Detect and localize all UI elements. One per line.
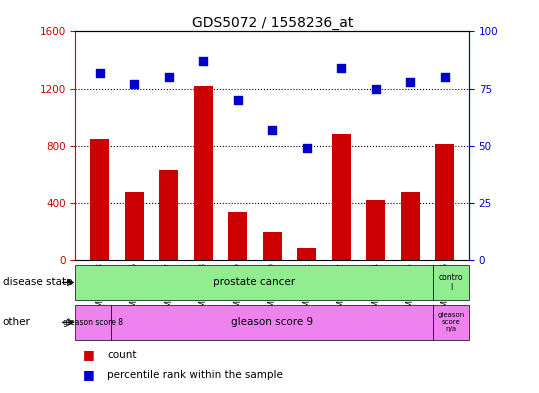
Point [371,86,380,92]
Bar [194,86,213,261]
Bar [401,192,420,261]
Bar [111,305,433,340]
Bar [433,305,469,340]
Bar [75,305,111,340]
Bar [159,170,178,261]
Text: gleason
score
n/a: gleason score n/a [438,312,465,332]
Bar [331,134,351,261]
Text: other: other [3,318,31,327]
Bar [433,264,469,300]
Text: ■: ■ [84,369,95,382]
Text: percentile rank within the sample: percentile rank within the sample [107,370,283,380]
Point [268,127,277,133]
Point [199,58,208,64]
Point [95,70,104,76]
Point [233,97,242,103]
Bar [125,192,143,261]
Bar [228,212,247,261]
Text: ■: ■ [84,348,95,361]
Text: gleason score 8: gleason score 8 [64,318,123,327]
Point [302,145,311,151]
Bar [90,139,109,261]
Title: GDS5072 / 1558236_at: GDS5072 / 1558236_at [191,17,353,30]
Bar [297,248,316,261]
Text: disease state: disease state [3,277,72,288]
Point [164,74,173,81]
Text: contro
l: contro l [439,273,464,292]
Point [337,65,345,71]
Point [440,74,449,81]
Point [130,81,139,87]
Text: gleason score 9: gleason score 9 [231,318,313,327]
Text: prostate cancer: prostate cancer [213,277,295,288]
Point [406,79,414,85]
Bar [436,145,454,261]
Bar [262,232,282,261]
Text: count: count [107,350,136,360]
Bar [366,200,385,261]
